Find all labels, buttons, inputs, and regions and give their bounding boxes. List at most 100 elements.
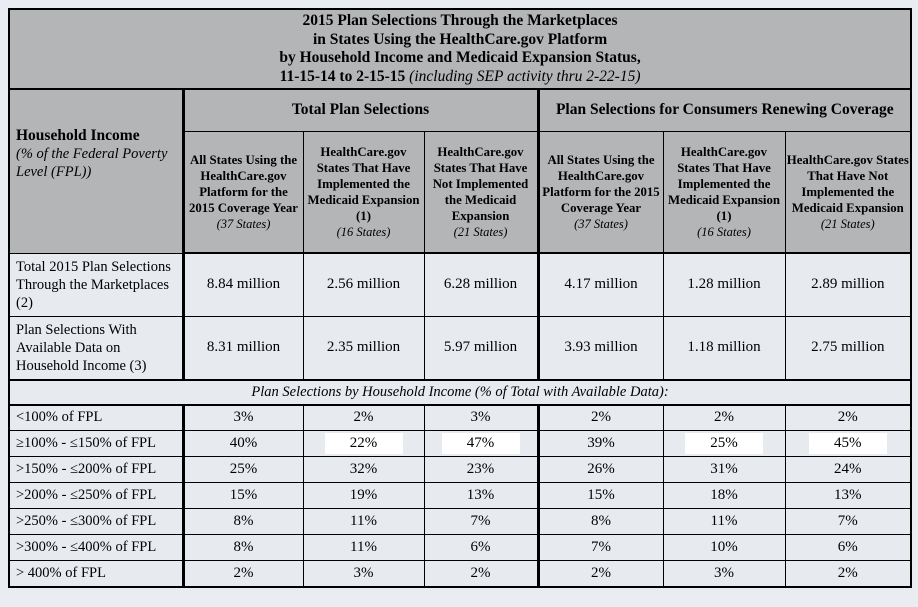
cell-fpl1-0: 40%	[181, 430, 304, 457]
cell-fpl3-1: 19%	[302, 482, 425, 509]
household-income-subtitle: (% of the Federal Poverty Level (FPL))	[16, 146, 168, 181]
cell-fpl6-1: 3%	[302, 560, 425, 587]
cell-fpl6-3: 2%	[536, 560, 664, 587]
states-count-2: (21 States)	[453, 224, 508, 239]
cell-fpl1-5: 45%	[784, 430, 912, 457]
cell-fpl3-4: 18%	[662, 482, 786, 509]
title-line-3: by Household Income and Medicaid Expansi…	[279, 49, 641, 66]
column-header-3: All States Using the HealthCare.gov Plat…	[536, 130, 664, 254]
column-header-2: HealthCare.gov States That Have Not Impl…	[423, 130, 539, 254]
table-row-fpl-over-400: > 400% of FPL 2% 3% 2% 2% 3% 2%	[8, 560, 912, 587]
row-label-fpl-6: > 400% of FPL	[8, 560, 184, 587]
row-label-fpl-3: >200% - ≤250% of FPL	[8, 482, 184, 509]
cell-fpl1-4: 25%	[662, 430, 786, 457]
table-title: 2015 Plan Selections Through the Marketp…	[8, 8, 912, 90]
cell-avail-1: 2.35 million	[302, 315, 425, 380]
cell-fpl4-1: 11%	[302, 508, 425, 535]
row-label-total-selections: Total 2015 Plan Selections Through the M…	[8, 252, 184, 317]
cell-avail-5: 2.75 million	[784, 315, 912, 380]
table-row-fpl-150-200: >150% - ≤200% of FPL 25% 32% 23% 26% 31%…	[8, 456, 912, 483]
cell-fpl1-2: 47%	[423, 430, 539, 457]
cell-fpl6-4: 3%	[662, 560, 786, 587]
cell-fpl0-5: 2%	[784, 404, 912, 431]
column-header-5: HealthCare.gov States That Have Not Impl…	[784, 130, 912, 254]
group-header-total: Total Plan Selections	[181, 88, 539, 132]
cell-fpl5-3: 7%	[536, 534, 664, 561]
row-label-fpl-5: >300% - ≤400% of FPL	[8, 534, 184, 561]
group-header-renewing: Plan Selections for Consumers Renewing C…	[536, 88, 912, 132]
highlighted-value: 25%	[685, 433, 763, 454]
row-label-available-data: Plan Selections With Available Data on H…	[8, 315, 184, 380]
cell-fpl0-3: 2%	[536, 404, 664, 431]
cell-fpl4-3: 8%	[536, 508, 664, 535]
cell-avail-0: 8.31 million	[181, 315, 304, 380]
cell-fpl6-5: 2%	[784, 560, 912, 587]
states-count-4: (16 States)	[697, 224, 751, 239]
title-line-2: in States Using the HealthCare.gov Platf…	[312, 30, 608, 48]
title-date-range: 11-15-14 to 2-15-15	[279, 67, 406, 85]
cell-total-1: 2.56 million	[302, 252, 425, 317]
cell-fpl4-5: 7%	[784, 508, 912, 535]
table-title-row: 2015 Plan Selections Through the Marketp…	[8, 8, 912, 90]
cell-avail-3: 3.93 million	[536, 315, 664, 380]
highlighted-value: 45%	[808, 433, 887, 454]
cell-fpl0-4: 2%	[662, 404, 786, 431]
cell-total-2: 6.28 million	[423, 252, 539, 317]
cell-fpl3-3: 15%	[536, 482, 664, 509]
cell-total-4: 1.28 million	[662, 252, 786, 317]
cell-fpl4-2: 7%	[423, 508, 539, 535]
title-line-1: 2015 Plan Selections Through the Marketp…	[302, 12, 618, 29]
cell-total-5: 2.89 million	[784, 252, 912, 317]
cell-fpl3-5: 13%	[784, 482, 912, 509]
cell-fpl5-0: 8%	[181, 534, 304, 561]
cell-fpl2-3: 26%	[536, 456, 664, 483]
section-header-row: Plan Selections by Household Income (% o…	[8, 378, 912, 406]
cell-fpl2-2: 23%	[423, 456, 539, 483]
cell-fpl2-1: 32%	[302, 456, 425, 483]
cell-fpl0-0: 3%	[181, 404, 304, 431]
row-label-fpl-1: ≥100% - ≤150% of FPL	[8, 430, 184, 457]
group-header-row: Household Income (% of the Federal Pover…	[8, 88, 912, 254]
cell-fpl5-4: 10%	[662, 534, 786, 561]
table-row-fpl-300-400: >300% - ≤400% of FPL 8% 11% 6% 7% 10% 6%	[8, 534, 912, 561]
table-row-fpl-250-300: >250% - ≤300% of FPL 8% 11% 7% 8% 11% 7%	[8, 508, 912, 535]
cell-fpl0-1: 2%	[302, 404, 425, 431]
cell-fpl2-4: 31%	[662, 456, 786, 483]
cell-fpl3-0: 15%	[181, 482, 304, 509]
column-header-4: HealthCare.gov States That Have Implemen…	[662, 130, 786, 254]
section-label: Plan Selections by Household Income (% o…	[8, 378, 912, 406]
report-table-container: 2015 Plan Selections Through the Marketp…	[8, 8, 913, 588]
cell-fpl5-1: 11%	[302, 534, 425, 561]
table-row-fpl-under-100: <100% of FPL 3% 2% 3% 2% 2% 2%	[8, 404, 912, 431]
column-header-1: HealthCare.gov States That Have Implemen…	[302, 130, 425, 254]
cell-fpl2-5: 24%	[784, 456, 912, 483]
cell-fpl3-2: 13%	[423, 482, 539, 509]
title-sep-note: (including SEP activity thru 2-22-15)	[409, 67, 641, 85]
column-header-row: All States Using the HealthCare.gov Plat…	[9, 130, 912, 254]
cell-avail-4: 1.18 million	[662, 315, 786, 380]
states-count-3: (37 States)	[574, 216, 628, 231]
highlighted-value: 22%	[324, 433, 403, 454]
cell-avail-2: 5.97 million	[423, 315, 539, 380]
cell-fpl5-2: 6%	[423, 534, 539, 561]
cell-total-0: 8.84 million	[181, 252, 304, 317]
cell-fpl6-2: 2%	[423, 560, 539, 587]
table-row-fpl-100-150: ≥100% - ≤150% of FPL 40% 22% 47% 39% 25%…	[8, 430, 912, 457]
plan-selections-table: 2015 Plan Selections Through the Marketp…	[8, 8, 913, 588]
cell-fpl4-0: 8%	[181, 508, 304, 535]
table-row-total-selections: Total 2015 Plan Selections Through the M…	[8, 252, 912, 317]
cell-fpl6-0: 2%	[181, 560, 304, 587]
highlighted-value: 47%	[441, 433, 520, 454]
table-row-available-data: Plan Selections With Available Data on H…	[8, 315, 912, 380]
states-count-0: (37 States)	[216, 216, 271, 231]
states-count-5: (21 States)	[820, 216, 875, 231]
household-income-title: Household Income	[16, 127, 140, 145]
row-label-fpl-4: >250% - ≤300% of FPL	[8, 508, 184, 535]
cell-fpl2-0: 25%	[181, 456, 304, 483]
cell-fpl5-5: 6%	[784, 534, 912, 561]
cell-fpl0-2: 3%	[423, 404, 539, 431]
cell-fpl4-4: 11%	[662, 508, 786, 535]
table-row-fpl-200-250: >200% - ≤250% of FPL 15% 19% 13% 15% 18%…	[8, 482, 912, 509]
row-label-fpl-2: >150% - ≤200% of FPL	[8, 456, 184, 483]
cell-fpl1-3: 39%	[536, 430, 664, 457]
